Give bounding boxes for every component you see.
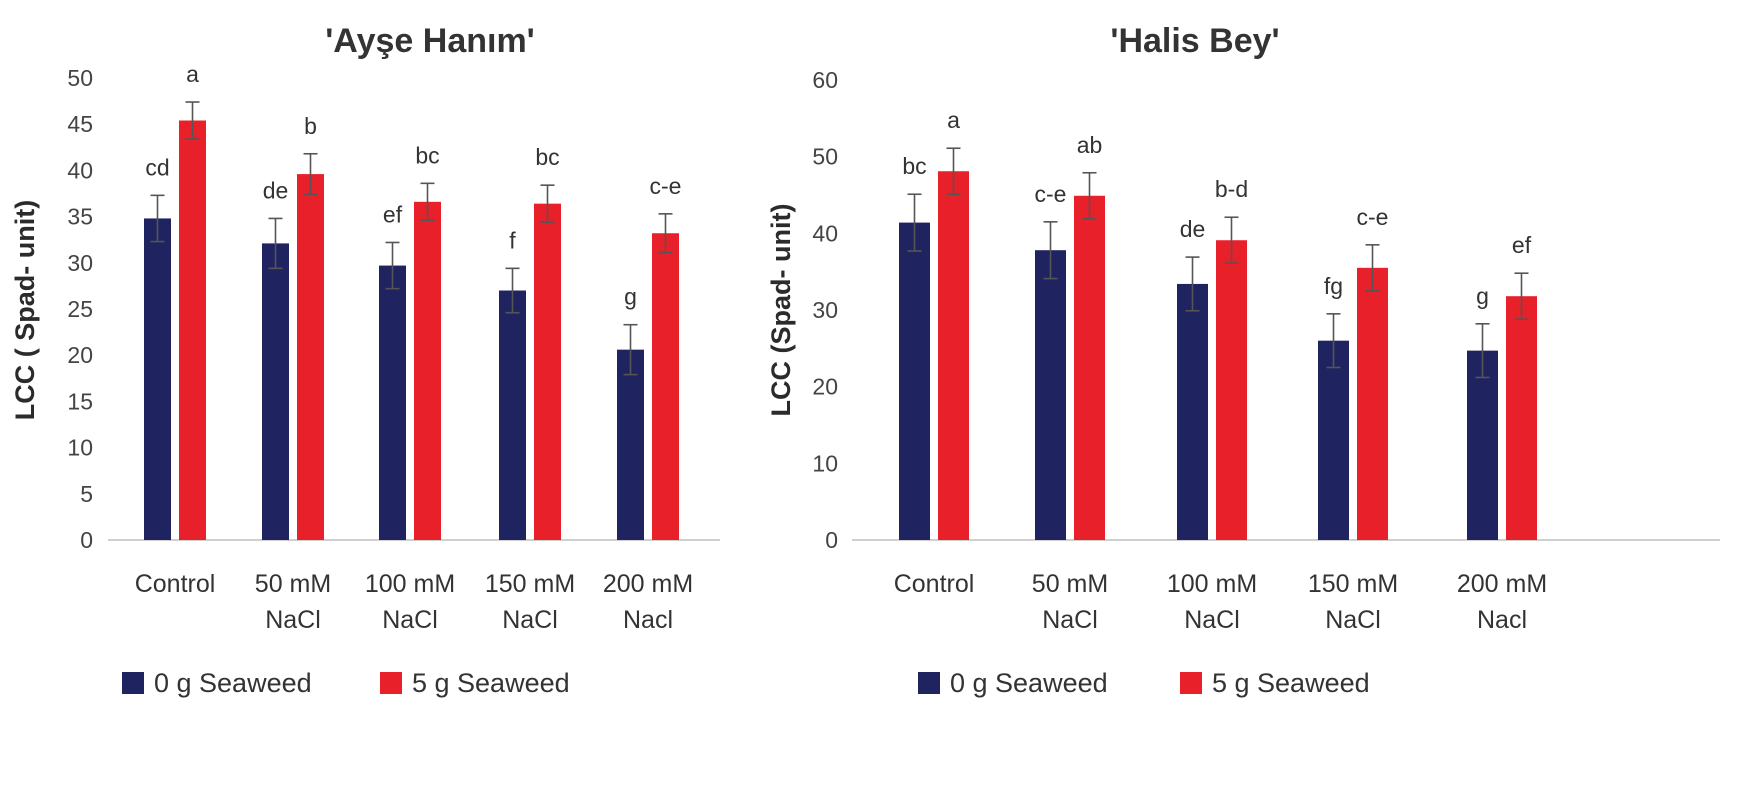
halis-y-tick-label: 20 (812, 374, 838, 400)
ayse-y-tick-label: 15 (67, 388, 93, 414)
ayse-legend-label-seaweed0: 0 g Seaweed (154, 668, 312, 698)
ayse-significance-letter: c-e (650, 173, 682, 199)
halis-significance-letter: bc (902, 153, 926, 179)
halis-bar-seaweed0 (1035, 250, 1066, 540)
ayse-bar-seaweed0 (144, 218, 171, 540)
halis-x-category-label: 200 mM (1457, 570, 1547, 598)
chart-halis-bey: 'Halis Bey' LCC (Spad- unit) 0 10 20 30 40 50 60… (760, 0, 1750, 800)
halis-x-category-label: 50 mM (1032, 570, 1108, 598)
halis-x-category-label: NaCl (1184, 606, 1240, 634)
ayse-y-tick-label: 0 (80, 527, 93, 553)
ayse-bar-seaweed5 (534, 203, 561, 540)
ayse-y-tick-label: 35 (67, 204, 93, 230)
ayse-y-tick-label: 50 (67, 65, 93, 91)
halis-x-category-label: NaCl (1325, 606, 1381, 634)
halis-chart-title: 'Halis Bey' (1110, 22, 1279, 60)
ayse-y-tick-label: 30 (67, 250, 93, 276)
ayse-significance-letter: b (304, 113, 317, 139)
ayse-y-tick-label: 40 (67, 157, 93, 183)
halis-significance-letter: ef (1512, 232, 1532, 258)
halis-legend-label-seaweed0: 0 g Seaweed (950, 668, 1108, 698)
ayse-bar-seaweed0 (617, 349, 644, 540)
halis-bar-seaweed5 (1074, 195, 1105, 540)
halis-y-tick-label: 10 (812, 450, 838, 476)
ayse-significance-letter: bc (535, 144, 559, 170)
chart-svg-ayse-hanim: 'Ayşe Hanım' LCC ( Spad- unit) 0 5 10 15 20 25 3… (10, 22, 720, 698)
halis-bar-seaweed5 (1216, 240, 1247, 540)
ayse-significance-letter: g (624, 284, 637, 310)
ayse-significance-letter: bc (415, 142, 439, 168)
ayse-bar-seaweed0 (262, 243, 289, 540)
halis-bar-seaweed0 (1318, 340, 1349, 540)
ayse-chart-title: 'Ayşe Hanım' (325, 22, 535, 60)
ayse-y-tick-label: 10 (67, 435, 93, 461)
ayse-significance-letter: f (509, 227, 516, 253)
ayse-significance-letter: de (263, 177, 289, 203)
halis-legend-swatch-seaweed0 (918, 672, 940, 694)
ayse-legend-swatch-seaweed0 (122, 672, 144, 694)
halis-y-tick-label: 40 (812, 220, 838, 246)
ayse-bar-seaweed0 (499, 290, 526, 540)
halis-x-category-label: Control (894, 570, 975, 598)
ayse-bar-seaweed5 (414, 201, 441, 541)
ayse-x-category-label: NaCl (382, 606, 438, 634)
halis-bar-seaweed5 (1357, 267, 1388, 540)
halis-bar-seaweed5 (1506, 296, 1537, 540)
ayse-x-category-label: 200 mM (603, 570, 693, 598)
ayse-x-category-label: NaCl (265, 606, 321, 634)
halis-bar-seaweed5 (938, 171, 969, 540)
halis-bar-seaweed0 (1467, 350, 1498, 540)
ayse-bar-seaweed0 (379, 265, 406, 540)
ayse-x-category-label: NaCl (502, 606, 558, 634)
ayse-y-tick-label: 5 (80, 481, 93, 507)
halis-x-category-label: NaCl (1042, 606, 1098, 634)
halis-legend-label-seaweed5: 5 g Seaweed (1212, 668, 1370, 698)
ayse-y-axis-label: LCC ( Spad- unit) (10, 200, 40, 420)
ayse-bar-seaweed5 (652, 233, 679, 540)
halis-bar-seaweed0 (1177, 283, 1208, 540)
ayse-legend-swatch-seaweed5 (380, 672, 402, 694)
halis-y-tick-label: 50 (812, 144, 838, 170)
ayse-y-tick-label: 25 (67, 296, 93, 322)
ayse-y-tick-label: 45 (67, 111, 93, 137)
halis-x-category-label: 100 mM (1167, 570, 1257, 598)
halis-y-axis-label: LCC (Spad- unit) (766, 204, 796, 417)
ayse-x-category-label: Control (135, 570, 216, 598)
halis-significance-letter: b-d (1215, 176, 1248, 202)
ayse-bar-seaweed5 (297, 174, 324, 540)
chart-ayse-hanim: 'Ayşe Hanım' LCC ( Spad- unit) 0 5 10 15 20 25 3… (0, 0, 760, 800)
halis-significance-letter: ab (1077, 132, 1103, 158)
halis-x-category-label: Nacl (1477, 606, 1527, 634)
ayse-significance-letter: cd (145, 154, 169, 180)
halis-y-tick-label: 60 (812, 67, 838, 93)
halis-x-category-label: 150 mM (1308, 570, 1398, 598)
halis-significance-letter: a (947, 107, 960, 133)
ayse-x-category-label: 100 mM (365, 570, 455, 598)
halis-significance-letter: c-e (1357, 204, 1389, 230)
halis-y-tick-label: 0 (825, 527, 838, 553)
halis-legend-swatch-seaweed5 (1180, 672, 1202, 694)
ayse-y-tick-label: 20 (67, 342, 93, 368)
halis-y-tick-label: 30 (812, 297, 838, 323)
ayse-x-category-label: 50 mM (255, 570, 331, 598)
ayse-significance-letter: a (186, 61, 199, 87)
ayse-legend-label-seaweed5: 5 g Seaweed (412, 668, 570, 698)
ayse-significance-letter: ef (383, 201, 403, 227)
ayse-x-category-label: Nacl (623, 606, 673, 634)
halis-significance-letter: fg (1324, 273, 1343, 299)
halis-significance-letter: de (1180, 216, 1206, 242)
halis-bar-seaweed0 (899, 222, 930, 540)
chart-svg-halis-bey: 'Halis Bey' LCC (Spad- unit) 0 10 20 30 40 50 60… (766, 22, 1720, 698)
ayse-bar-seaweed5 (179, 120, 206, 540)
halis-significance-letter: g (1476, 283, 1489, 309)
ayse-x-category-label: 150 mM (485, 570, 575, 598)
halis-significance-letter: c-e (1035, 181, 1067, 207)
